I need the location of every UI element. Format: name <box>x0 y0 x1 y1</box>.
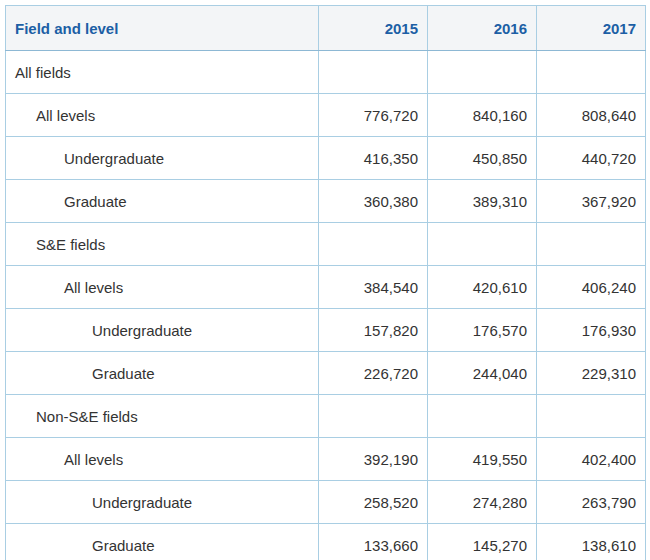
table-container: Field and level 2015 2016 2017 All field… <box>5 5 645 560</box>
column-header-field-and-level: Field and level <box>6 6 319 51</box>
value-cell <box>428 223 537 266</box>
row-label-cell: Graduate <box>6 352 319 395</box>
value-cell: 176,570 <box>428 309 537 352</box>
value-cell: 157,820 <box>319 309 428 352</box>
table-body: All fields All levels 776,720 840,160 80… <box>6 51 646 560</box>
table-row-non-se-undergraduate: Undergraduate 258,520 274,280 263,790 <box>6 481 646 524</box>
value-cell: 406,240 <box>537 266 646 309</box>
value-cell: 808,640 <box>537 94 646 137</box>
row-label-cell: Non-S&E fields <box>6 395 319 438</box>
value-cell <box>319 395 428 438</box>
value-cell: 367,920 <box>537 180 646 223</box>
row-label-cell: Graduate <box>6 524 319 560</box>
value-cell: 138,610 <box>537 524 646 560</box>
table-row-non-se-graduate: Graduate 133,660 145,270 138,610 <box>6 524 646 560</box>
value-cell: 263,790 <box>537 481 646 524</box>
value-cell <box>537 223 646 266</box>
row-label-cell: All levels <box>6 94 319 137</box>
value-cell <box>428 51 537 94</box>
table-row-non-se-fields: Non-S&E fields <box>6 395 646 438</box>
value-cell: 776,720 <box>319 94 428 137</box>
value-cell: 840,160 <box>428 94 537 137</box>
value-cell: 274,280 <box>428 481 537 524</box>
value-cell <box>537 395 646 438</box>
table-header: Field and level 2015 2016 2017 <box>6 6 646 51</box>
data-table: Field and level 2015 2016 2017 All field… <box>5 5 646 560</box>
value-cell: 360,380 <box>319 180 428 223</box>
value-cell: 145,270 <box>428 524 537 560</box>
value-cell: 419,550 <box>428 438 537 481</box>
table-row-se-undergraduate: Undergraduate 157,820 176,570 176,930 <box>6 309 646 352</box>
column-header-2016: 2016 <box>428 6 537 51</box>
value-cell: 450,850 <box>428 137 537 180</box>
table-row-non-se-all-levels: All levels 392,190 419,550 402,400 <box>6 438 646 481</box>
table-row-all-fields: All fields <box>6 51 646 94</box>
column-header-2015: 2015 <box>319 6 428 51</box>
value-cell: 402,400 <box>537 438 646 481</box>
table-row-all-fields-all-levels: All levels 776,720 840,160 808,640 <box>6 94 646 137</box>
value-cell: 384,540 <box>319 266 428 309</box>
value-cell <box>319 223 428 266</box>
row-label-cell: All fields <box>6 51 319 94</box>
value-cell: 440,720 <box>537 137 646 180</box>
value-cell: 133,660 <box>319 524 428 560</box>
value-cell: 229,310 <box>537 352 646 395</box>
row-label-cell: Undergraduate <box>6 481 319 524</box>
value-cell: 416,350 <box>319 137 428 180</box>
table-row-all-fields-undergraduate: Undergraduate 416,350 450,850 440,720 <box>6 137 646 180</box>
value-cell: 244,040 <box>428 352 537 395</box>
table-row-se-graduate: Graduate 226,720 244,040 229,310 <box>6 352 646 395</box>
column-header-2017: 2017 <box>537 6 646 51</box>
value-cell <box>428 395 537 438</box>
value-cell: 226,720 <box>319 352 428 395</box>
row-label-cell: Undergraduate <box>6 309 319 352</box>
row-label-cell: All levels <box>6 438 319 481</box>
value-cell: 176,930 <box>537 309 646 352</box>
value-cell <box>537 51 646 94</box>
table-row-se-all-levels: All levels 384,540 420,610 406,240 <box>6 266 646 309</box>
table-row-se-fields: S&E fields <box>6 223 646 266</box>
value-cell: 420,610 <box>428 266 537 309</box>
row-label-cell: Undergraduate <box>6 137 319 180</box>
table-row-all-fields-graduate: Graduate 360,380 389,310 367,920 <box>6 180 646 223</box>
value-cell <box>319 51 428 94</box>
header-row: Field and level 2015 2016 2017 <box>6 6 646 51</box>
value-cell: 392,190 <box>319 438 428 481</box>
value-cell: 389,310 <box>428 180 537 223</box>
row-label-cell: Graduate <box>6 180 319 223</box>
row-label-cell: S&E fields <box>6 223 319 266</box>
row-label-cell: All levels <box>6 266 319 309</box>
value-cell: 258,520 <box>319 481 428 524</box>
